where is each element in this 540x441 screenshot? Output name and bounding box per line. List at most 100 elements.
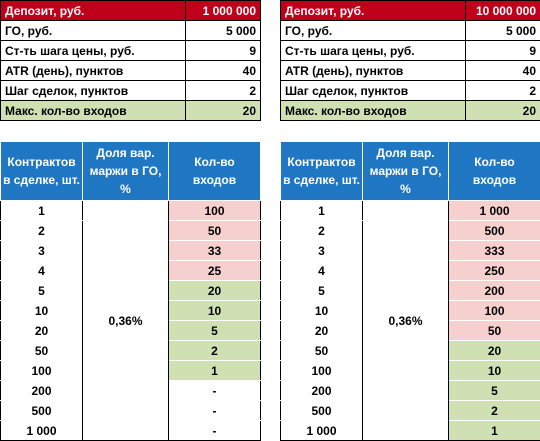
table-row: 100 10 — [280, 360, 540, 381]
table-row: 5 200 — [280, 280, 540, 301]
contracts-cell: 500 — [280, 400, 363, 421]
contracts-cell: 200 — [280, 380, 363, 401]
param-label: Шаг сделок, пунктов — [280, 80, 466, 101]
table-row: 100 1 — [0, 360, 261, 381]
entries-cell: 1 — [168, 360, 261, 381]
entries-cell: 100 — [448, 300, 540, 321]
param-label: Ст-ть шага цены, руб. — [0, 40, 186, 61]
param-label: ATR (день), пунктов — [0, 60, 186, 81]
param-label: ГО, руб. — [0, 20, 186, 41]
contracts-cell: 1 — [0, 200, 83, 221]
entries-cell: 5 — [168, 320, 261, 341]
entries-cell: 10 — [168, 300, 261, 321]
entries-cell: 25 — [168, 260, 261, 281]
contracts-cell: 1 — [280, 200, 363, 221]
param-row: ATR (день), пунктов 40 — [0, 60, 261, 81]
param-value: 2 — [185, 80, 261, 101]
entries-cell: - — [168, 420, 261, 441]
table-row: 20 50 — [280, 320, 540, 341]
param-value: 2 — [465, 80, 540, 101]
contracts-cell: 200 — [0, 380, 83, 401]
entries-table: Контрактов в сделке, шт. Доля вар. маржи … — [0, 141, 261, 441]
param-value: 10 000 000 — [465, 0, 540, 21]
param-value: 5 000 — [465, 20, 540, 41]
header-row: Контрактов в сделке, шт. Доля вар. маржи … — [0, 141, 261, 201]
entries-cell: 333 — [448, 240, 540, 261]
entries-cell: 250 — [448, 260, 540, 281]
param-value: 20 — [465, 100, 540, 121]
param-row: Депозит, руб. 1 000 000 — [0, 0, 261, 21]
table-row: 1 0,36% 100 — [0, 200, 261, 441]
param-row: Шаг сделок, пунктов 2 — [280, 80, 540, 101]
param-label: Шаг сделок, пунктов — [0, 80, 186, 101]
param-row: Макс. кол-во входов 20 — [280, 100, 540, 121]
contracts-cell: 1 000 — [280, 420, 363, 441]
table-row: 3 33 — [0, 240, 261, 261]
entries-cell: 500 — [448, 220, 540, 241]
param-label: Депозит, руб. — [280, 0, 466, 21]
table-row: 1 000 1 — [280, 420, 540, 441]
entries-cell: 2 — [448, 400, 540, 421]
entries-cell: 50 — [448, 320, 540, 341]
left-panel: Депозит, руб. 1 000 000 ГО, руб. 5 000 Ст-ть… — [0, 0, 261, 441]
contracts-cell: 10 — [280, 300, 363, 321]
table-row: 50 2 — [0, 340, 261, 361]
entries-cell: 1 000 — [448, 200, 540, 221]
contracts-cell: 4 — [280, 260, 363, 281]
param-value: 5 000 — [185, 20, 261, 41]
param-label: ГО, руб. — [280, 20, 466, 41]
contracts-cell: 5 — [0, 280, 83, 301]
param-row: Ст-ть шага цены, руб. 9 — [280, 40, 540, 61]
entries-table: Контрактов в сделке, шт. Доля вар. маржи … — [280, 141, 540, 441]
param-row: Ст-ть шага цены, руб. 9 — [0, 40, 261, 61]
param-label: Депозит, руб. — [0, 0, 186, 21]
param-row: ГО, руб. 5 000 — [280, 20, 540, 41]
table-row: 4 25 — [0, 260, 261, 281]
entries-cell: - — [168, 400, 261, 421]
column-header: Доля вар. маржи в ГО, % — [362, 141, 449, 201]
contracts-cell: 50 — [0, 340, 83, 361]
contracts-cell: 10 — [0, 300, 83, 321]
entries-cell: 5 — [448, 380, 540, 401]
entries-cell: 1 — [448, 420, 540, 441]
contracts-cell: 20 — [0, 320, 83, 341]
contracts-cell: 2 — [0, 220, 83, 241]
entries-cell: - — [168, 380, 261, 401]
margin-share-cell: 0,36% — [362, 200, 449, 441]
param-value: 1 000 000 — [185, 0, 261, 21]
param-value: 9 — [465, 40, 540, 61]
contracts-cell: 3 — [280, 240, 363, 261]
param-value: 40 — [185, 60, 261, 81]
entries-cell: 50 — [168, 220, 261, 241]
entries-cell: 33 — [168, 240, 261, 261]
table-row: 1 000 - — [0, 420, 261, 441]
param-value: 40 — [465, 60, 540, 81]
param-value: 9 — [185, 40, 261, 61]
right-panel: Депозит, руб. 10 000 000 ГО, руб. 5 000 Ст-т… — [280, 0, 540, 441]
contracts-cell: 2 — [280, 220, 363, 241]
entries-cell: 20 — [168, 280, 261, 301]
table-row: 2 50 — [0, 220, 261, 241]
param-label: Макс. кол-во входов — [0, 100, 186, 121]
table-row: 1 0,36% 1 000 — [280, 200, 540, 441]
param-row: Шаг сделок, пунктов 2 — [0, 80, 261, 101]
column-header: Доля вар. маржи в ГО, % — [82, 141, 169, 201]
param-row: Депозит, руб. 10 000 000 — [280, 0, 540, 21]
column-header: Контрактов в сделке, шт. — [280, 141, 363, 201]
contracts-cell: 50 — [280, 340, 363, 361]
column-header: Кол-во входов — [168, 141, 261, 201]
entries-cell: 100 — [168, 200, 261, 221]
param-row: ATR (день), пунктов 40 — [280, 60, 540, 81]
table-row: 500 - — [0, 400, 261, 421]
contracts-cell: 5 — [280, 280, 363, 301]
table-row: 500 2 — [280, 400, 540, 421]
param-label: Макс. кол-во входов — [280, 100, 466, 121]
entries-cell: 20 — [448, 340, 540, 361]
contracts-cell: 100 — [0, 360, 83, 381]
table-row: 10 100 — [280, 300, 540, 321]
param-value: 20 — [185, 100, 261, 121]
param-row: Макс. кол-во входов 20 — [0, 100, 261, 121]
contracts-cell: 500 — [0, 400, 83, 421]
column-header: Кол-во входов — [448, 141, 540, 201]
contracts-cell: 3 — [0, 240, 83, 261]
